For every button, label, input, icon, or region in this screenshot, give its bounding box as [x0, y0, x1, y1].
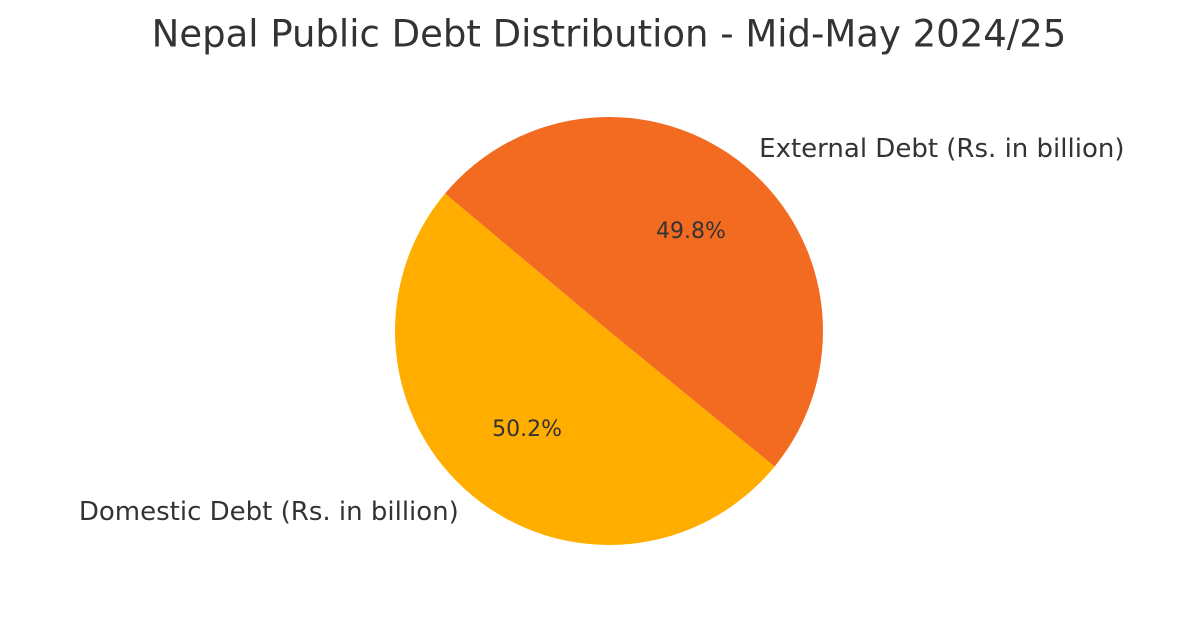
chart-title: Nepal Public Debt Distribution - Mid-May… — [152, 13, 1067, 56]
slice-label: Domestic Debt (Rs. in billion) — [79, 497, 459, 527]
value-label: 50.2% — [492, 417, 562, 442]
pie-slice — [445, 116, 824, 467]
slice-label: External Debt (Rs. in billion) — [759, 134, 1124, 164]
value-label: 49.8% — [656, 219, 726, 244]
pie-slice — [395, 193, 775, 545]
